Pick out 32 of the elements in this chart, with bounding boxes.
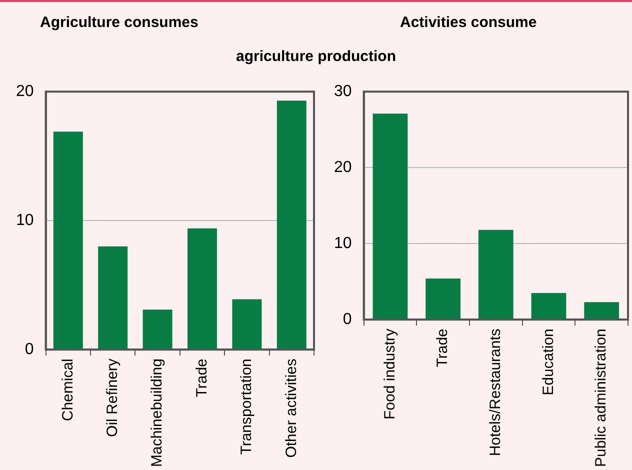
bar — [531, 293, 566, 320]
x-tick-label: Other activities — [282, 358, 300, 458]
x-tick-label: Education — [540, 328, 557, 396]
y-tick-label: 10 — [16, 212, 34, 230]
x-tick-label: Trade — [193, 358, 210, 398]
y-tick-label: 0 — [24, 341, 34, 358]
y-tick-label: 10 — [334, 235, 352, 252]
x-tick-label: Hotels/Restaurants — [487, 328, 504, 456]
x-tick-label: Chemical — [59, 358, 76, 422]
y-tick-label: 20 — [16, 83, 34, 100]
x-tick-label: Oil Refinery — [104, 358, 121, 437]
x-tick-label: Transportation — [238, 358, 256, 455]
bar — [276, 100, 306, 350]
bar — [478, 230, 514, 320]
bar — [584, 302, 620, 320]
y-tick-label: 20 — [334, 159, 352, 176]
x-tick-label: Machinebuilding — [148, 358, 166, 467]
x-tick-label: Trade — [434, 328, 452, 368]
bar — [142, 310, 172, 350]
x-tick-label: Public administration — [592, 328, 610, 468]
x-tick-label: Food industry — [381, 328, 398, 420]
y-tick-label: 0 — [342, 311, 352, 328]
bar — [53, 132, 83, 350]
bar — [232, 299, 262, 350]
bar — [98, 246, 128, 350]
bar — [372, 114, 408, 320]
y-tick-label: 30 — [334, 83, 352, 100]
bar — [426, 278, 460, 320]
chart-title: Activities consume — [400, 14, 537, 31]
chart-subtitle: agriculture production — [234, 48, 397, 65]
bar — [188, 228, 217, 350]
chart-title: Agriculture consumes — [40, 14, 198, 31]
